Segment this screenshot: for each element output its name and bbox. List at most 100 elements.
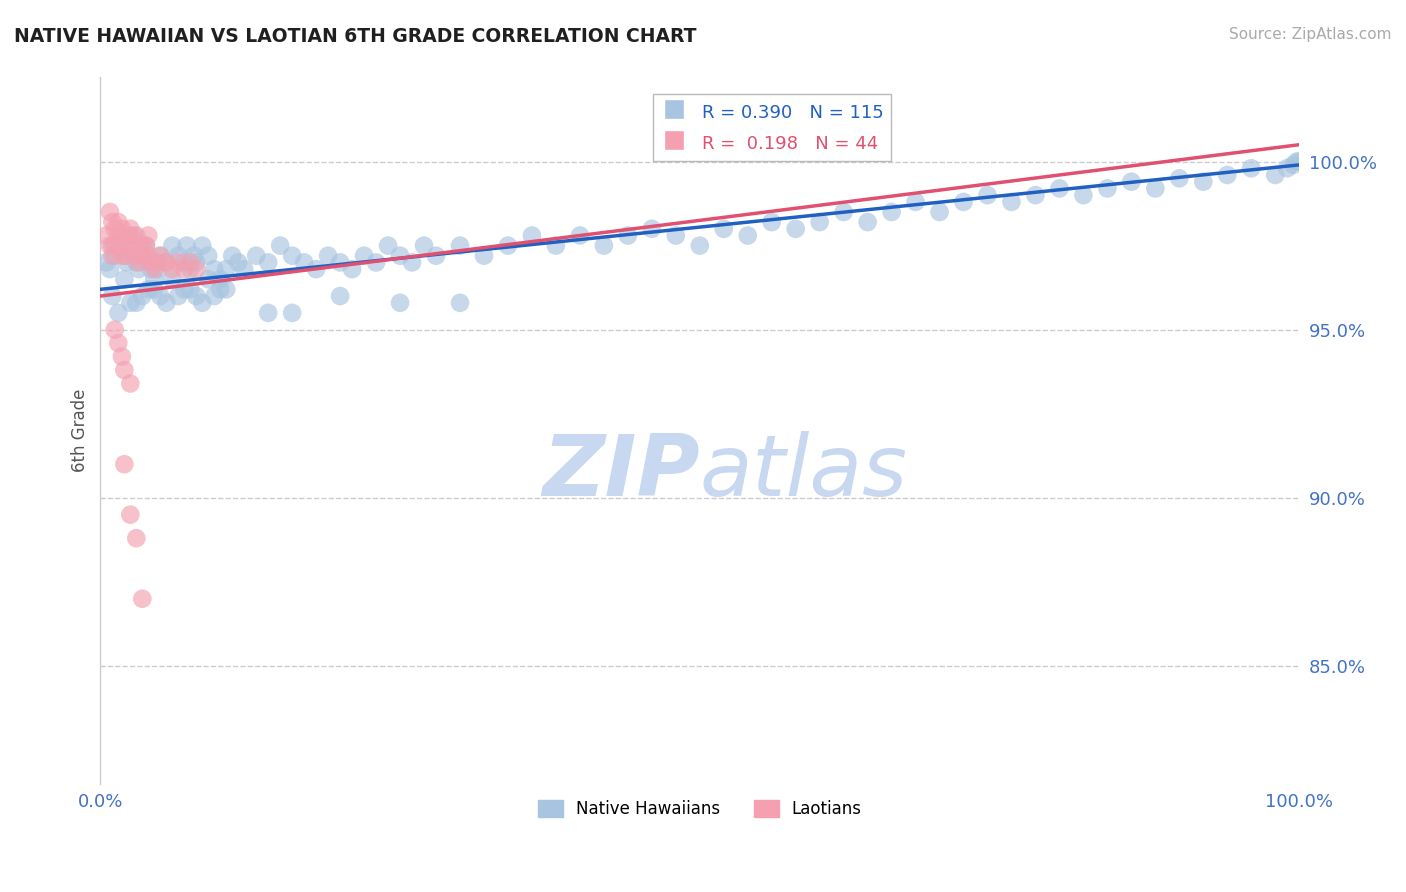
Point (1240, 161, 1263, 176)
Point (425, 249, 447, 263)
Point (186, 289, 208, 303)
Point (120, 228, 142, 243)
Point (1192, 175, 1215, 189)
Point (269, 238, 291, 252)
Point (139, 255, 162, 269)
Point (173, 262, 195, 277)
Point (1097, 181, 1119, 195)
Point (136, 282, 159, 296)
Point (665, 228, 688, 243)
Point (449, 238, 471, 252)
Point (641, 221, 664, 235)
Point (135, 238, 157, 252)
Point (131, 591, 153, 606)
Point (329, 255, 352, 269)
Point (167, 249, 190, 263)
Point (449, 295, 471, 310)
Point (186, 262, 208, 277)
Point (281, 306, 304, 320)
Point (101, 249, 124, 263)
Point (112, 228, 135, 243)
Point (808, 215, 831, 229)
Point (120, 376, 142, 391)
Point (401, 255, 423, 269)
Point (1049, 181, 1071, 195)
Point (122, 228, 145, 243)
Point (101, 238, 124, 252)
Point (162, 238, 184, 252)
Point (173, 282, 195, 296)
Point (176, 238, 198, 252)
Point (112, 457, 135, 471)
Point (149, 249, 172, 263)
Point (1282, 158, 1305, 172)
Point (107, 306, 129, 320)
Point (111, 242, 134, 256)
Point (125, 255, 148, 269)
Point (520, 228, 543, 243)
Point (179, 255, 201, 269)
Point (281, 249, 304, 263)
Point (209, 282, 232, 296)
Point (146, 262, 169, 277)
Point (131, 249, 153, 263)
Point (98, 205, 121, 219)
Point (377, 238, 399, 252)
Point (112, 272, 135, 286)
Point (167, 289, 190, 303)
Point (128, 262, 150, 277)
Point (215, 282, 238, 296)
Point (155, 255, 177, 269)
Point (257, 306, 280, 320)
Point (202, 262, 225, 277)
Point (107, 235, 129, 250)
Point (125, 249, 148, 263)
Point (1264, 168, 1286, 182)
Point (155, 255, 177, 269)
Point (120, 508, 142, 522)
Point (179, 262, 201, 277)
Point (1216, 168, 1239, 182)
Point (389, 249, 412, 263)
Point (305, 262, 328, 277)
Point (952, 194, 974, 209)
Point (1285, 154, 1308, 169)
Point (136, 228, 159, 243)
Point (115, 249, 138, 263)
Point (364, 255, 387, 269)
Point (737, 228, 759, 243)
Point (107, 215, 129, 229)
Point (143, 282, 166, 296)
Point (292, 255, 315, 269)
Point (120, 238, 142, 252)
Point (96, 228, 118, 243)
Point (1073, 188, 1095, 202)
Point (179, 282, 201, 296)
Point (1121, 175, 1143, 189)
Point (136, 249, 159, 263)
Point (122, 238, 145, 252)
Point (125, 295, 148, 310)
Point (135, 238, 157, 252)
Point (128, 255, 150, 269)
Point (353, 249, 375, 263)
Text: Source: ZipAtlas.com: Source: ZipAtlas.com (1229, 27, 1392, 42)
Point (904, 194, 927, 209)
Point (1168, 171, 1191, 186)
Point (1144, 181, 1167, 195)
Point (104, 238, 127, 252)
Point (162, 272, 184, 286)
Point (221, 249, 243, 263)
Point (329, 289, 352, 303)
Point (472, 249, 495, 263)
Point (167, 255, 190, 269)
Point (785, 221, 807, 235)
Point (568, 228, 591, 243)
Point (316, 249, 339, 263)
Point (880, 205, 903, 219)
Text: ZIP: ZIP (543, 432, 700, 515)
Point (617, 228, 640, 243)
Point (226, 255, 249, 269)
Y-axis label: 6th Grade: 6th Grade (72, 389, 89, 472)
Point (257, 255, 280, 269)
